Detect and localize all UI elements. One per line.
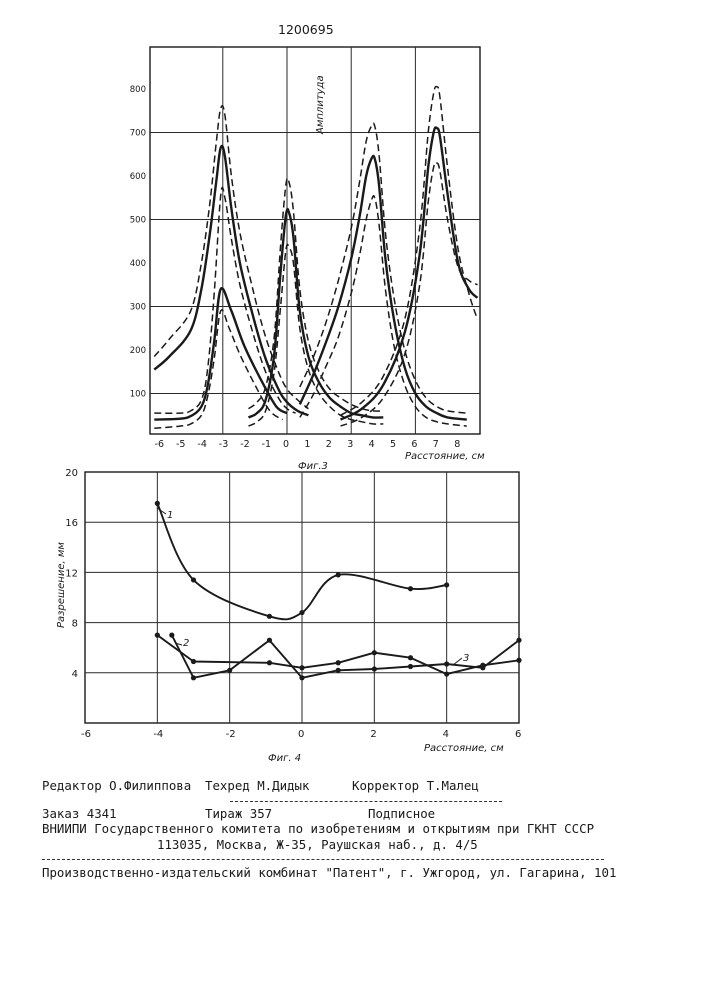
fig3-x-tick-label: -1 [262, 439, 271, 450]
fig3-curves [154, 86, 477, 428]
fig3-curve-4 [154, 288, 287, 419]
fig4-x-tick-label: 0 [298, 729, 304, 740]
series-1-label: 1 [167, 510, 173, 521]
fig4-series-3-point [155, 633, 160, 638]
corrector-credit: Корректор Т.Малец [352, 779, 479, 793]
fig4-series-2-point [444, 661, 449, 666]
fig3-x-tick-label: 8 [454, 439, 460, 450]
fig3-x-tick-labels: -6 -5 -4 -3 -2 -1 0 1 2 3 4 5 6 7 8 [155, 439, 461, 450]
fig3-x-tick-label: 3 [347, 439, 353, 450]
fig4-series-3-point [299, 665, 304, 670]
fig4-series-3-point [408, 655, 413, 660]
institute-name: ВНИИПИ Государственного комитета по изоб… [42, 822, 594, 836]
fig3-x-tick-label: 4 [369, 439, 375, 450]
series-2-label: 2 [183, 638, 189, 649]
fig4-series-2-point [336, 668, 341, 673]
fig4-y-tick-label: 16 [65, 518, 78, 529]
fig4-x-tick-label: 4 [443, 729, 449, 740]
fig4-x-tick-label: 2 [370, 729, 376, 740]
fig3-curve-8 [249, 244, 384, 426]
circulation: Тираж 357 [205, 807, 272, 821]
fig4-grid [85, 472, 519, 723]
fig4-y-tick-labels: 4 8 12 16 20 [65, 468, 78, 680]
fig3-y-tick-labels: 100 200 300 400 500 600 700 800 [130, 85, 146, 400]
fig3-y-tick-label: 200 [130, 346, 146, 356]
fig4-x-tick-label: -4 [153, 729, 163, 740]
fig4-series-2-point [227, 668, 232, 673]
order-number: Заказ 4341 [42, 807, 117, 821]
fig3-y-tick-label: 400 [130, 259, 146, 269]
fig4-x-tick-label: -2 [226, 729, 236, 740]
fig4-series-3-point [480, 663, 485, 668]
fig3-y-tick-label: 100 [130, 390, 146, 400]
fig4-series-2-point [169, 633, 174, 638]
fig4-series-2-point [408, 664, 413, 669]
fig4-y-tick-label: 8 [72, 619, 78, 630]
fig3-x-tick-label: -5 [176, 439, 185, 450]
fig4-x-tick-label: -6 [81, 729, 91, 740]
fig4-series-2-point [191, 675, 196, 680]
fig3-x-tick-label: 6 [411, 439, 417, 450]
fig4-y-tick-label: 4 [72, 669, 78, 680]
publisher-line: Производственно-издательский комбинат "П… [42, 866, 616, 880]
fig3-x-tick-label: 7 [433, 439, 439, 450]
fig3-y-axis-label: Амплитуда [315, 75, 326, 135]
fig3-x-tick-label: -6 [155, 439, 164, 450]
fig3-x-tick-label: 0 [283, 439, 289, 450]
fig3-y-tick-label: 600 [130, 172, 146, 182]
fig3-y-tick-label: 700 [130, 129, 146, 139]
fig3-curve-2 [154, 146, 308, 415]
fig4-series-3-point [516, 658, 521, 663]
fig3-caption: Фиг.3 [298, 461, 328, 472]
fig4-series-2-point [372, 666, 377, 671]
imprint-rule-bottom [42, 859, 604, 860]
fig4-series-2-point [299, 675, 304, 680]
fig3-x-tick-label: -4 [197, 439, 206, 450]
fig4-x-axis-label: Расстояние, см [424, 743, 504, 754]
fig3-curve-5 [154, 310, 282, 428]
fig3-x-tick-label: -2 [240, 439, 249, 450]
fig4-x-tick-labels: -6 -4 -2 0 2 4 6 [81, 729, 521, 740]
fig3-y-tick-label: 300 [130, 303, 146, 313]
fig4-series-3-point [267, 660, 272, 665]
fig4-series-3-point [444, 671, 449, 676]
techred-credit: Техред М.Дидык [205, 779, 309, 793]
fig3-x-tick-label: 1 [304, 439, 310, 450]
figure-3: -6 -5 -4 -3 -2 -1 0 1 2 3 4 5 6 7 8 100 200 300 400 500 600… [130, 47, 485, 472]
fig3-y-tick-label: 500 [130, 216, 146, 226]
fig4-series-1-point [299, 610, 304, 615]
fig3-x-tick-label: 5 [390, 439, 396, 450]
fig3-curve-10 [300, 156, 467, 420]
fig4-series-1-point [191, 577, 196, 582]
institute-address: 113035, Москва, Ж-35, Раушская наб., д. … [157, 838, 478, 852]
fig4-series-2-point [516, 638, 521, 643]
fig3-x-axis-label: Расстояние, см [405, 451, 485, 462]
fig4-caption: Фиг. 4 [268, 753, 301, 764]
fig3-x-tick-label: -3 [219, 439, 228, 450]
fig4-series-1-point [267, 614, 272, 619]
fig4-series-1-point [444, 582, 449, 587]
fig4-y-axis-label: Разрешение, мм [56, 542, 67, 628]
imprint-rule-top [230, 801, 502, 802]
fig4-series-2-point [267, 638, 272, 643]
series-3-leader [453, 658, 462, 665]
subscription-note: Подписное [368, 807, 435, 821]
fig3-y-tick-label: 800 [130, 85, 146, 95]
fig3-x-tick-label: 2 [326, 439, 332, 450]
fig4-series-3-point [336, 660, 341, 665]
patent-number: 1200695 [278, 22, 334, 37]
fig4-series-3-point [191, 659, 196, 664]
fig4-series-1-point [336, 572, 341, 577]
figure-4: -6-4-20246 48121620 Разрешение, мм Расст… [56, 468, 522, 764]
fig4-series-3-point [372, 650, 377, 655]
fig4-y-tick-label: 20 [65, 468, 78, 479]
fig4-series-1-point [155, 501, 160, 506]
fig4-y-tick-label: 12 [65, 568, 78, 579]
series-3-label: 3 [463, 653, 469, 664]
fig4-x-tick-label: 6 [515, 729, 521, 740]
editor-credit: Редактор О.Филиппова [42, 779, 191, 793]
fig4-series-1-point [408, 586, 413, 591]
